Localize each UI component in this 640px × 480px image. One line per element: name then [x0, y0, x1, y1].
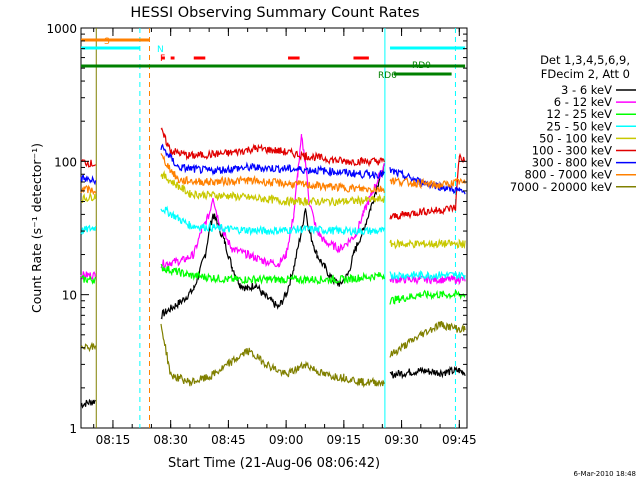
flag-bar-0-0 — [81, 38, 150, 42]
y-axis-label: Count Rate (s⁻¹ detector⁻¹) — [29, 143, 44, 313]
flag-bar-1-1 — [390, 46, 466, 50]
legend-label-7: 800 - 7000 keV — [524, 168, 612, 182]
flag-label-4: RD6 — [378, 71, 397, 81]
legend-label-6: 300 - 800 keV — [532, 156, 612, 170]
axis-ticks: 08:15 08:30 08:45 09:00 09:15 09:30 09:45 1 10 10… — [46, 22, 476, 447]
flag-label-3: RD0 — [412, 61, 431, 71]
flag-bar-3-0 — [81, 64, 466, 68]
flag-bar-2-1 — [170, 56, 175, 60]
y-tick-label-3: 1000 — [46, 22, 77, 36]
legend-label-5: 100 - 300 keV — [532, 144, 612, 158]
x-tick-label-3: 09:00 — [269, 433, 304, 447]
series-line-3 — [80, 205, 466, 281]
flag-bar-2-0 — [161, 56, 165, 60]
series-line-8 — [80, 320, 466, 389]
series-line-5 — [81, 127, 466, 220]
legend-label-2: 12 - 25 keV — [546, 107, 612, 121]
plot-area: S NF RD0 RD6 — [80, 27, 468, 429]
flag-bars: S NF RD0 RD6 — [81, 37, 466, 81]
y-tick-label-0: 1 — [69, 422, 77, 436]
flag-bar-2-3 — [288, 56, 300, 60]
x-tick-label-0: 08:15 — [96, 433, 131, 447]
marker-lines — [95, 28, 456, 428]
chart-title: HESSI Observing Summary Count Rates — [130, 5, 419, 21]
series-line-7 — [80, 153, 466, 196]
x-tick-label-5: 09:30 — [384, 433, 419, 447]
series-line-4 — [80, 170, 466, 250]
flag-label-1: N — [157, 45, 164, 55]
legend-label-1: 6 - 12 keV — [554, 95, 612, 109]
flag-label-0: S — [104, 37, 110, 47]
series-lines — [80, 127, 466, 409]
legend: Det 1,3,4,5,6,9, FDecim 2, Att 0 3 - 6 k… — [510, 53, 636, 194]
y-tick-label-1: 10 — [62, 289, 77, 303]
x-tick-label-1: 08:30 — [153, 433, 188, 447]
flag-bar-2-4 — [353, 56, 369, 60]
x-tick-label-6: 09:45 — [442, 433, 477, 447]
flag-bar-4-0 — [393, 72, 452, 76]
x-axis-label: Start Time (21-Aug-06 08:06:42) — [168, 456, 380, 471]
legend-label-8: 7000 - 20000 keV — [510, 180, 612, 194]
series-line-0 — [80, 163, 466, 409]
flag-bar-1-0 — [81, 46, 140, 50]
legend-label-0: 3 - 6 keV — [561, 83, 612, 97]
series-line-2 — [80, 263, 466, 305]
x-tick-label-4: 09:15 — [327, 433, 362, 447]
series-line-1 — [80, 134, 466, 286]
footer-date: 6-Mar-2010 18:48 — [574, 470, 636, 478]
flag-bar-2-2 — [193, 56, 206, 60]
legend-label-3: 25 - 50 keV — [546, 119, 612, 133]
legend-header-1: Det 1,3,4,5,6,9, — [540, 53, 630, 67]
legend-label-4: 50 - 100 keV — [539, 131, 612, 145]
y-tick-label-2: 100 — [54, 155, 77, 169]
legend-header-2: FDecim 2, Att 0 — [541, 67, 630, 81]
flag-label-2: F — [160, 54, 165, 64]
x-tick-label-2: 08:45 — [211, 433, 246, 447]
plot-frame — [80, 27, 468, 429]
